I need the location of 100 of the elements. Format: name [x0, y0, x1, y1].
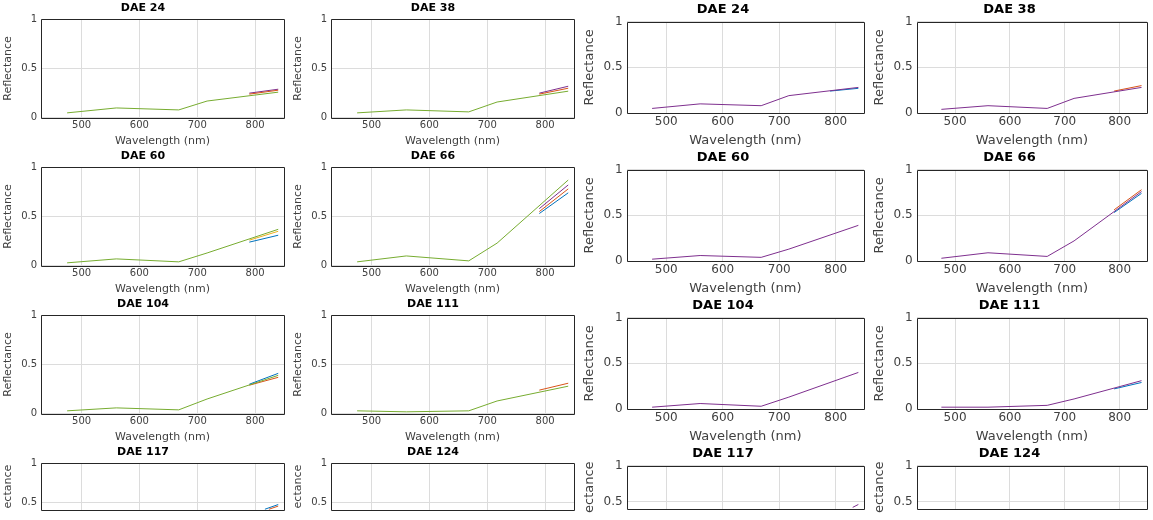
x-tick-label: 500: [72, 267, 92, 279]
y-axis-title: ectance: [1, 464, 15, 509]
x-tick-label: 500: [72, 119, 92, 131]
x-tick-label: 600: [129, 267, 149, 279]
x-axis-title: Wavelength (nm): [689, 279, 802, 295]
y-tick-label: 1: [615, 309, 623, 324]
y-tick-label: 1: [30, 456, 38, 468]
y-tick-label: 1: [30, 308, 38, 320]
chart-title: DAE 66: [983, 149, 1036, 165]
y-tick-label: 0.5: [893, 493, 913, 508]
x-tick-label: 600: [711, 114, 735, 129]
x-tick-label: 800: [535, 267, 555, 279]
y-tick-label: 1: [905, 457, 913, 472]
x-tick-label: 600: [419, 267, 439, 279]
x-axis-title: Wavelength (nm): [975, 131, 1088, 147]
x-axis-title: Wavelength (nm): [115, 134, 211, 148]
x-tick-label: 700: [187, 119, 207, 131]
x-tick-label: 500: [654, 410, 678, 425]
x-tick-label: 800: [1108, 262, 1132, 277]
y-tick-label: 0: [30, 407, 38, 419]
y-axis-title: Reflectance: [871, 29, 887, 106]
x-tick-label: 700: [477, 415, 497, 427]
chart-title: DAE 124: [407, 445, 460, 459]
y-tick-label: 0.5: [603, 493, 623, 508]
y-tick-label: 0: [320, 407, 328, 419]
y-tick-label: 0: [905, 253, 913, 268]
x-tick-label: 700: [187, 415, 207, 427]
y-tick-label: 1: [905, 309, 913, 324]
x-tick-label: 500: [654, 114, 678, 129]
x-axis-title: Wavelength (nm): [405, 430, 501, 444]
y-tick-label: 0: [615, 401, 623, 416]
y-tick-label: 1: [30, 12, 38, 24]
x-tick-label: 500: [72, 415, 92, 427]
x-tick-label: 600: [998, 114, 1022, 129]
x-tick-label: 800: [824, 114, 848, 129]
y-axis-title: Reflectance: [871, 325, 887, 402]
x-tick-label: 700: [1053, 410, 1077, 425]
chart-title: DAE 104: [692, 297, 754, 313]
x-tick-label: 600: [419, 415, 439, 427]
x-axis-title: Wavelength (nm): [689, 131, 802, 147]
x-axis-title: Wavelength (nm): [975, 279, 1088, 295]
y-axis-title: ectance: [871, 461, 887, 513]
y-tick-label: 1: [615, 161, 623, 176]
x-tick-label: 500: [943, 262, 967, 277]
x-axis-title: Wavelength (nm): [115, 282, 211, 296]
chart-title: DAE 111: [407, 297, 459, 311]
x-tick-label: 800: [824, 262, 848, 277]
y-axis-title: Reflectance: [1, 36, 15, 101]
x-tick-label: 800: [535, 119, 555, 131]
chart-title: DAE 38: [410, 1, 456, 15]
x-tick-label: 800: [824, 410, 848, 425]
chart-title: DAE 111: [978, 297, 1041, 313]
y-axis-title: Reflectance: [291, 184, 305, 249]
x-tick-label: 600: [419, 119, 439, 131]
x-tick-label: 600: [711, 262, 735, 277]
x-axis-title: Wavelength (nm): [405, 282, 501, 296]
y-tick-label: 0.5: [21, 358, 38, 370]
y-axis-title: Reflectance: [581, 177, 597, 254]
x-tick-label: 700: [767, 262, 791, 277]
y-tick-label: 0.5: [311, 495, 328, 507]
y-tick-label: 1: [615, 13, 623, 28]
chart-title: DAE 117: [692, 445, 754, 461]
y-tick-label: 0.5: [603, 355, 623, 370]
y-tick-label: 1: [320, 160, 328, 172]
x-tick-label: 700: [767, 114, 791, 129]
x-tick-label: 500: [654, 262, 678, 277]
x-axis-title: Wavelength (nm): [115, 430, 211, 444]
chart-title: DAE 60: [696, 149, 750, 165]
chart-title: DAE 104: [117, 297, 170, 311]
x-tick-label: 600: [998, 262, 1022, 277]
x-tick-label: 600: [711, 410, 735, 425]
y-tick-label: 0: [320, 259, 328, 271]
y-axis-title: Reflectance: [581, 325, 597, 402]
x-tick-label: 800: [1108, 410, 1132, 425]
chart-title: DAE 60: [120, 149, 166, 163]
y-tick-label: 0.5: [21, 210, 38, 222]
y-tick-label: 0.5: [603, 207, 623, 222]
y-tick-label: 0: [615, 105, 623, 120]
y-axis-title: ectance: [581, 461, 597, 513]
y-tick-label: 0: [615, 253, 623, 268]
x-tick-label: 700: [477, 267, 497, 279]
y-tick-label: 0.5: [21, 62, 38, 74]
y-tick-label: 0.5: [21, 495, 38, 507]
y-tick-label: 0: [905, 401, 913, 416]
x-tick-label: 500: [362, 119, 382, 131]
x-tick-label: 800: [245, 119, 265, 131]
y-axis-title: ectance: [291, 464, 305, 509]
x-tick-label: 500: [943, 114, 967, 129]
x-tick-label: 500: [362, 267, 382, 279]
y-tick-label: 0.5: [603, 59, 623, 74]
chart-title: DAE 24: [120, 1, 166, 15]
x-tick-label: 600: [129, 119, 149, 131]
chart-title: DAE 38: [983, 1, 1036, 17]
x-tick-label: 800: [245, 415, 265, 427]
x-tick-label: 800: [245, 267, 265, 279]
y-tick-label: 1: [320, 308, 328, 320]
x-tick-label: 700: [767, 410, 791, 425]
y-tick-label: 1: [615, 457, 623, 472]
y-tick-label: 0: [30, 111, 38, 123]
y-tick-label: 0: [320, 111, 328, 123]
